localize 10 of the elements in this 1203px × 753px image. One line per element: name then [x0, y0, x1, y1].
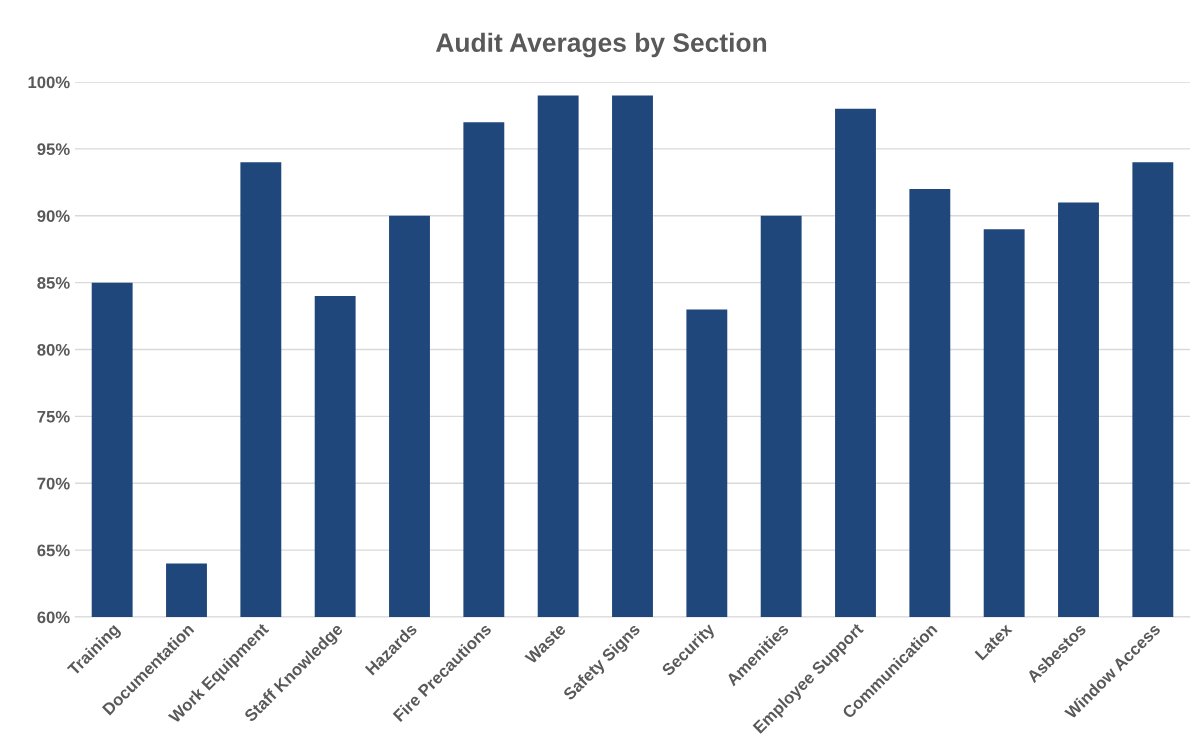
y-tick-label: 60%: [37, 611, 70, 624]
y-tick-label: 90%: [37, 210, 70, 222]
chart-title: Audit Averages by Section: [435, 32, 767, 58]
y-tick-label: 75%: [37, 410, 70, 423]
y-tick-label: 80%: [37, 343, 70, 356]
y-tick-label: 100%: [28, 76, 70, 89]
y-tick-label: 85%: [37, 277, 70, 289]
y-tick-label: 95%: [37, 143, 70, 156]
y-tick-label: 65%: [37, 544, 70, 557]
y-tick-label: 70%: [37, 477, 70, 490]
